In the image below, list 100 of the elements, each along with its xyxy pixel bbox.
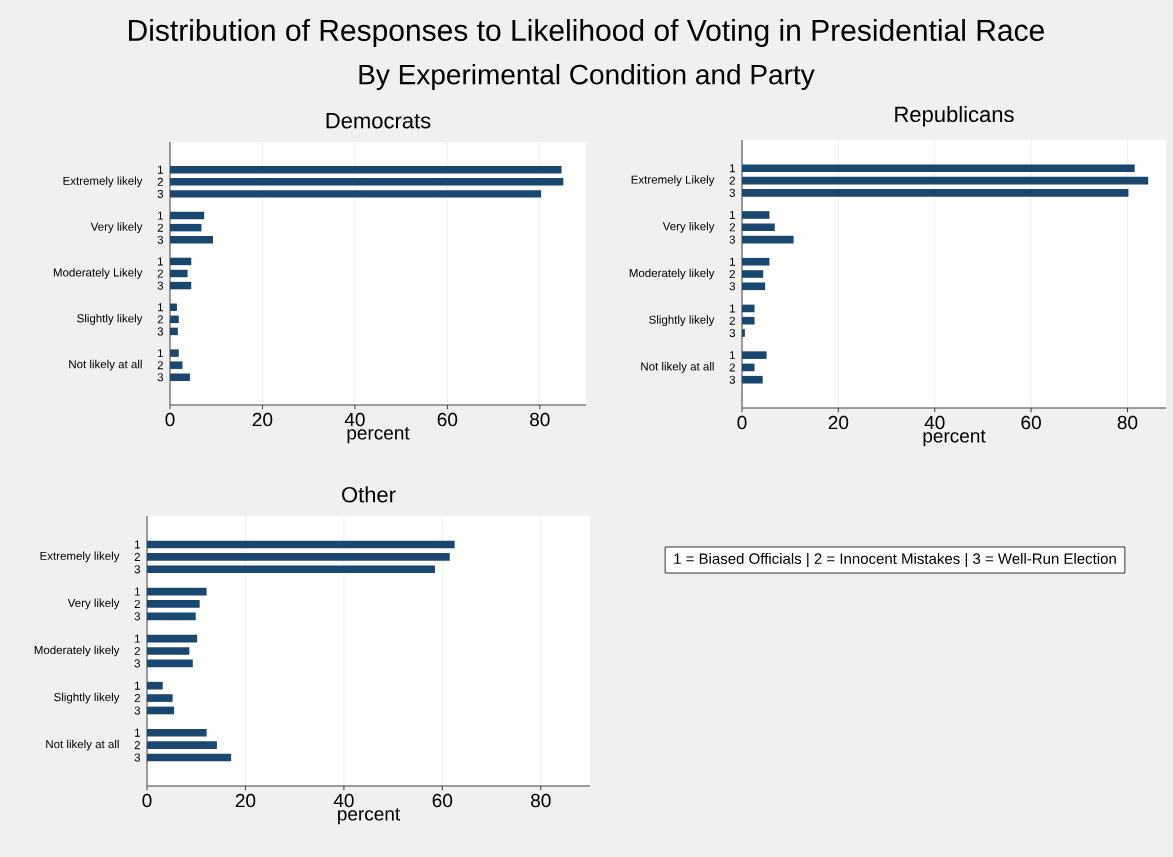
x-tick-label: 40	[344, 412, 365, 427]
bar	[147, 681, 163, 690]
text: 2	[134, 694, 140, 703]
x-tick-label: 60	[1021, 415, 1041, 430]
text: 1	[158, 303, 163, 312]
y-tick-label: Very likely	[662, 221, 715, 233]
x-tick-label: 0	[165, 412, 175, 427]
x-tick-label: 20	[252, 412, 273, 427]
bar	[147, 553, 450, 561]
y-tick-label: Moderately likely	[34, 645, 120, 657]
bar	[742, 363, 755, 372]
bar	[147, 694, 173, 702]
text: 3	[157, 373, 164, 382]
text: 1	[730, 211, 735, 219]
bar	[742, 235, 794, 244]
text: 3	[134, 612, 141, 621]
bar	[742, 351, 767, 359]
series-label: 2	[157, 177, 163, 186]
text: 1	[730, 304, 735, 313]
bar	[170, 373, 190, 381]
text: 2	[729, 269, 735, 279]
y-tick-label: Not likely at all	[69, 359, 142, 371]
text: 3	[134, 753, 141, 762]
x-tick-label: 40	[333, 793, 354, 808]
text: Distribution of Responses to Likelihood of Voting in Presidential Race	[129, 19, 1044, 47]
text: 1	[135, 634, 140, 643]
bar	[742, 257, 770, 266]
x-tick-label: 20	[235, 793, 256, 808]
series-label: 1	[158, 165, 163, 174]
chart-title: Democrats	[326, 113, 431, 129]
bar	[170, 223, 202, 232]
x-tick-label: 20	[828, 415, 849, 430]
series-label: 2	[134, 552, 140, 561]
y-tick-label: Extremely likely	[63, 176, 143, 188]
series-label: 1	[135, 540, 140, 549]
bar	[170, 211, 205, 220]
text: 2	[157, 269, 163, 278]
bar	[147, 647, 190, 655]
text: 2	[729, 363, 735, 372]
text: 2	[134, 646, 140, 656]
y-tick-label: Slightly likely	[649, 315, 715, 327]
bar	[742, 270, 764, 278]
bar	[170, 315, 179, 324]
text: 1	[135, 587, 140, 596]
bar	[147, 634, 198, 643]
text: 1 = Biased Officials | 2 = Innocent Mistakes | 3 = Well-Run Election	[674, 552, 1116, 568]
x-tick-label: 0	[142, 793, 152, 808]
x-axis-title: percent	[338, 808, 401, 825]
bar	[170, 361, 183, 369]
text: 1	[135, 728, 140, 737]
bar	[170, 269, 188, 278]
bar	[147, 753, 232, 762]
bar	[742, 304, 755, 313]
text: 2	[134, 599, 140, 608]
bar	[742, 164, 1135, 173]
text: 1	[730, 257, 735, 266]
series-label: 1	[730, 164, 735, 173]
y-tick-label: Very likely	[67, 598, 120, 610]
bar	[170, 303, 177, 312]
text: 2	[729, 223, 735, 232]
x-tick-label: 60	[432, 793, 453, 808]
text: 1	[135, 681, 140, 690]
text: 1	[158, 349, 163, 358]
bar	[147, 565, 435, 574]
bar	[147, 612, 196, 621]
x-axis-title: percent	[923, 430, 986, 447]
text: 1	[730, 351, 735, 360]
x-axis-title: percent	[347, 427, 410, 444]
y-tick-label: Moderately Likely	[53, 268, 143, 279]
text: 2	[157, 223, 163, 232]
y-tick-label: Very likely	[90, 222, 143, 234]
bar	[170, 327, 178, 336]
bar	[742, 375, 763, 384]
x-tick-label: 80	[530, 412, 550, 427]
bar	[147, 728, 207, 737]
text: 1	[158, 257, 163, 266]
bar	[742, 176, 1149, 185]
text: 3	[134, 706, 141, 715]
text: 3	[134, 659, 141, 668]
bar	[170, 178, 564, 186]
x-tick-label: 80	[531, 793, 551, 808]
bar	[147, 659, 193, 668]
text: 3	[729, 282, 736, 291]
bar	[147, 706, 175, 715]
text: 3	[157, 327, 164, 336]
text: 3	[729, 375, 736, 384]
text: 2	[729, 316, 735, 325]
bar	[170, 257, 192, 266]
text: 1	[158, 211, 163, 220]
bar	[147, 741, 217, 749]
bar	[742, 189, 1129, 197]
y-tick-label: Extremely likely	[40, 551, 120, 563]
x-tick-label: 40	[924, 415, 945, 430]
chart-title: Republicans	[895, 105, 1014, 127]
text: By Experimental Condition and Party	[359, 63, 815, 91]
text: 2	[157, 361, 163, 370]
text: 3	[729, 328, 736, 338]
bar	[742, 211, 770, 219]
x-tick-label: 80	[1117, 415, 1138, 430]
bar	[147, 600, 200, 608]
